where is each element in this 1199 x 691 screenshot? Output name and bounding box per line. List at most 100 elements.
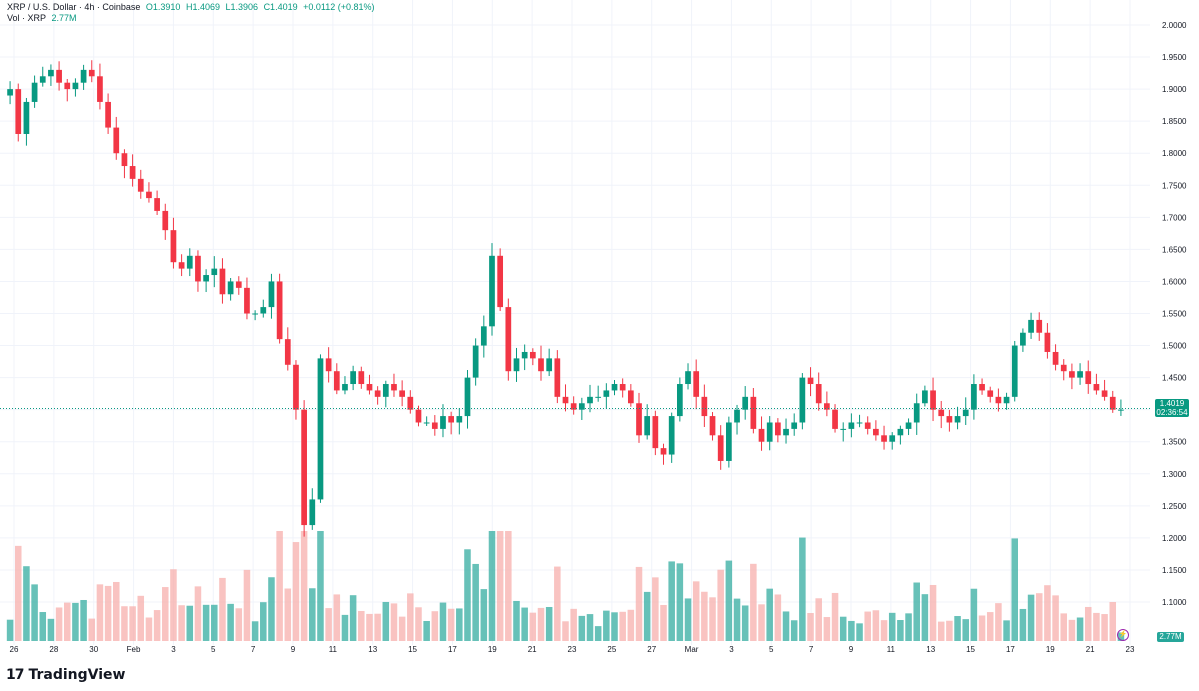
x-tick-label: 3: [729, 645, 734, 654]
volume-bar: [341, 614, 349, 641]
volume-bar: [872, 610, 880, 641]
y-tick-label: 1.8500: [1162, 117, 1187, 126]
candle-body: [1069, 371, 1075, 378]
volume-bar: [652, 577, 659, 641]
candle-body: [162, 210, 169, 231]
candle-body: [374, 390, 381, 397]
volume-bar: [227, 603, 234, 641]
volume-bar: [741, 605, 749, 641]
volume-bar: [1011, 538, 1019, 641]
tradingview-logo[interactable]: 17 TradingView: [6, 665, 125, 685]
y-tick-label: 1.4500: [1162, 374, 1187, 383]
candle-body: [23, 101, 30, 134]
volume-bar: [1101, 614, 1108, 641]
volume-bar: [668, 561, 675, 641]
candle-body: [121, 153, 128, 167]
volume-bar: [897, 620, 904, 641]
price-axis[interactable]: 2.0000 1.9500 1.9000 1.8500 1.8000 1.7500 1.70…: [1162, 21, 1187, 607]
y-tick-label: 1.9000: [1162, 85, 1187, 94]
candle-body: [1118, 409, 1124, 411]
volume-bar: [219, 577, 226, 641]
volume-bar: [488, 531, 496, 641]
volume-bar: [921, 594, 929, 641]
volume-bar: [162, 587, 169, 641]
volume-bar: [970, 588, 978, 641]
candle-body: [995, 396, 1002, 404]
candle-body: [578, 403, 585, 410]
candle-body: [897, 428, 904, 436]
candle-body: [1036, 319, 1043, 333]
volume-bar: [47, 618, 55, 641]
candle-body: [448, 416, 455, 423]
candle-body: [227, 281, 234, 295]
volume-bar: [1027, 594, 1035, 641]
candle-body: [1052, 351, 1059, 365]
volume-bar: [260, 602, 267, 641]
lightning-icon[interactable]: ⚡: [1117, 629, 1129, 641]
x-tick-label: 23: [1126, 645, 1135, 654]
candle-body: [529, 351, 536, 359]
candle-body: [235, 281, 242, 288]
x-tick-label: 9: [291, 645, 296, 654]
volume-bar: [121, 606, 128, 641]
x-tick-label: 17: [448, 645, 457, 654]
candle-body: [456, 416, 463, 423]
volume-bar: [978, 615, 986, 641]
volume-bar: [831, 592, 839, 641]
candle-body: [423, 422, 430, 424]
volume-bar: [823, 617, 831, 641]
symbol-title[interactable]: XRP / U.S. Dollar · 4h · Coinbase: [7, 2, 141, 12]
candle-body: [39, 76, 46, 83]
volume-bar: [72, 602, 79, 641]
candle-body: [742, 396, 749, 410]
volume-bar: [276, 531, 283, 641]
volume-bar: [578, 615, 586, 641]
time-axis[interactable]: 26 28 30 Feb 3 5 7 9 11 13 15 17 19 21 23 25 27 Mar 3 5 7 9 11…: [10, 645, 1135, 654]
candle-body: [431, 422, 438, 429]
volume-bar: [946, 620, 953, 641]
volume-bar: [986, 612, 994, 641]
candle-body: [146, 191, 152, 199]
volume-bar: [562, 621, 569, 641]
candle-body: [137, 178, 144, 192]
volume-bar: [251, 621, 259, 641]
x-tick-label: 23: [568, 645, 577, 654]
candle-body: [472, 345, 479, 378]
candle-body: [399, 390, 406, 397]
volume-bar: [129, 606, 136, 641]
volume-bar: [170, 569, 177, 641]
y-tick-label: 2.0000: [1162, 21, 1187, 30]
candle-body: [815, 384, 822, 404]
volume-bar: [782, 611, 790, 641]
candle-body: [293, 364, 299, 410]
x-tick-label: 3: [171, 645, 176, 654]
ohlc-close: C1.4019: [263, 2, 298, 12]
candle-body: [513, 358, 520, 372]
candle-body: [178, 262, 185, 269]
volume-bar: [178, 605, 185, 641]
x-tick-label: 11: [887, 645, 896, 654]
volume-bar: [382, 601, 390, 641]
volume-bar: [684, 598, 692, 641]
candle-body: [676, 384, 683, 417]
candle-body: [962, 409, 969, 417]
candle-body: [382, 384, 389, 397]
candle-body: [734, 409, 740, 423]
volume-bars: [6, 531, 1125, 641]
candle-body: [562, 396, 569, 404]
volume-bar: [750, 563, 757, 641]
volume-bar: [937, 621, 945, 641]
volume-label[interactable]: Vol · XRP: [7, 13, 47, 23]
candle-body: [611, 384, 618, 391]
y-tick-label: 1.5000: [1162, 342, 1187, 351]
volume-bar: [554, 566, 561, 641]
candle-body: [80, 69, 87, 83]
volume-bar: [537, 607, 545, 641]
candle-body: [56, 69, 62, 83]
x-tick-label: 28: [49, 645, 58, 654]
y-tick-label: 1.6000: [1162, 277, 1187, 286]
candle-body: [873, 428, 879, 436]
candle-body: [554, 358, 561, 397]
volume-bar: [864, 611, 871, 641]
